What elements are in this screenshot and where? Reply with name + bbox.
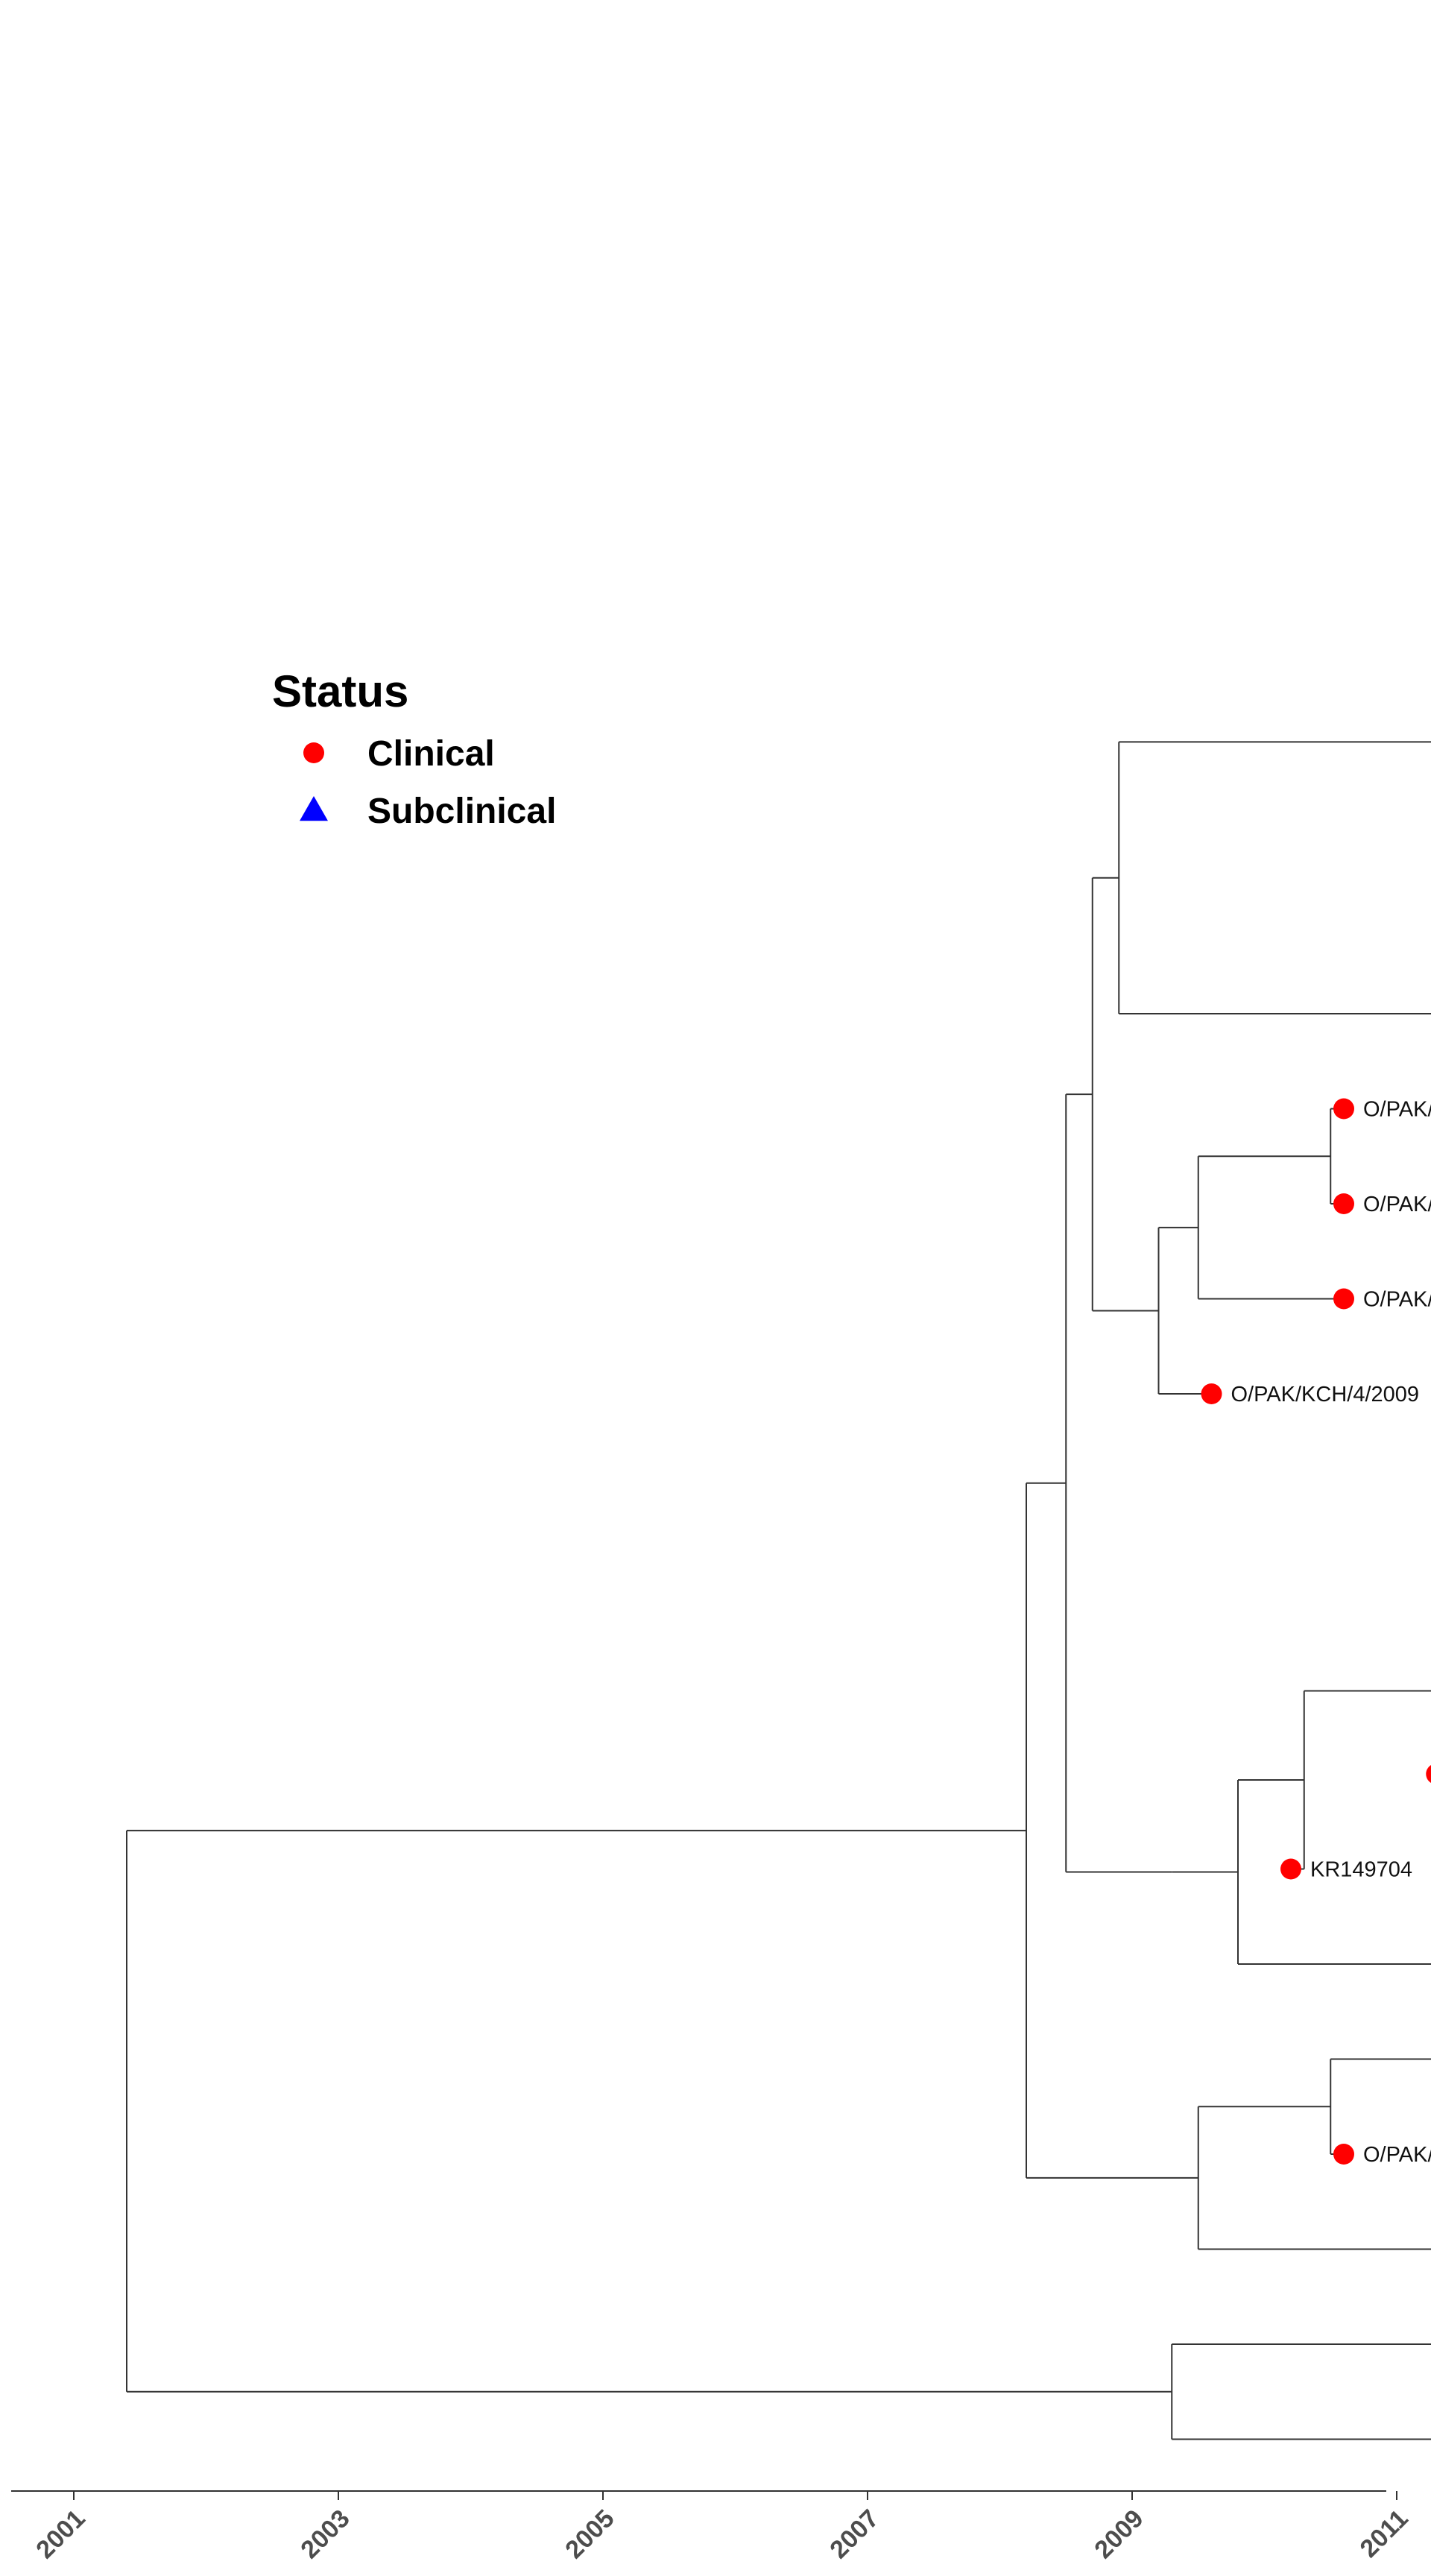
status-legend: Status Clinical Subclinical [272, 666, 556, 831]
tip-label: O/PAK/SGD/17/2010 [1363, 1193, 1431, 1216]
x-axis-tick-label: 2005 [560, 2504, 619, 2564]
clinical-tip-marker [1333, 1193, 1354, 1214]
tree-tips: O/PAK/CKL/274/2012O/PAK/SGD/176/2012O/PA… [1201, 1098, 1431, 2167]
clinical-tip-marker [1426, 1765, 1431, 1783]
clinical-tip-marker [1201, 1383, 1222, 1404]
tip-label: O/PAK/SGD/18/2010 [1363, 1098, 1431, 1122]
clinical-tip-marker [1333, 2144, 1354, 2165]
tree-branches [126, 741, 1431, 2440]
legend-entry-label: Subclinical [367, 792, 556, 831]
clinical-tip-marker [1280, 1858, 1301, 1880]
tip-label: O/PAK/SGD/9/2010 [1363, 1288, 1431, 1312]
legend-clinical-marker [303, 742, 324, 763]
x-axis-tick-label: 2009 [1089, 2504, 1149, 2564]
legend-entry-label: Clinical [367, 734, 495, 774]
tip-label: O/PAK/KCH/4/2009 [1231, 1383, 1420, 1407]
legend-subclinical-marker [300, 796, 328, 821]
clinical-tip-marker [1333, 1288, 1354, 1310]
x-axis: 200120032005200720092011201320152017 [11, 2490, 1414, 2564]
legend-entries: Clinical Subclinical [300, 734, 556, 831]
tip-label: KR149704 [1310, 1858, 1412, 1882]
tip-label: O/PAK/SHL/16/2010 [1363, 2143, 1431, 2167]
x-axis-tick-label: 2003 [295, 2504, 355, 2564]
x-axis-tick-label: 2011 [1355, 2504, 1414, 2563]
x-axis-tick-label: 2001 [31, 2504, 90, 2564]
legend-title: Status [272, 666, 408, 716]
clinical-tip-marker [1333, 1098, 1354, 1120]
x-axis-tick-label: 2007 [824, 2504, 884, 2564]
